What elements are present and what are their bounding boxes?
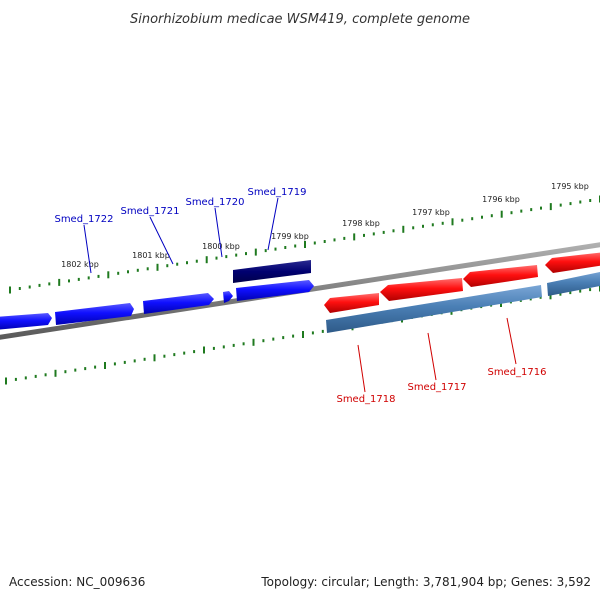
gene-smed-1718-arrow[interactable] (324, 293, 379, 313)
leader-smed-1722 (83, 224, 92, 274)
gene-smed-1720-arrow[interactable] (223, 291, 233, 303)
gene-smed-1717-arrow[interactable] (380, 278, 463, 301)
leader-smed-1720 (214, 207, 223, 258)
tick-label-1797: 1797 kbp (412, 208, 450, 217)
gene-smed-1715-arrow[interactable] (545, 252, 600, 273)
gene-label-leaders (83, 197, 517, 393)
leader-smed-1721 (149, 216, 174, 265)
cds-smed-1715-bar[interactable] (547, 271, 600, 296)
tick-label-1802: 1802 kbp (61, 260, 99, 269)
cds-smed-1718-1716-bar[interactable] (326, 285, 542, 333)
gene-smed-1722-arrow[interactable] (55, 303, 134, 325)
leader-smed-1717 (427, 332, 437, 381)
map-title: Sinorhizobium medicae WSM419, complete g… (130, 12, 470, 27)
gene-label-smed-1719[interactable]: Smed_1719 (247, 187, 306, 198)
gene-label-smed-1722[interactable]: Smed_1722 (54, 214, 113, 225)
tick-label-1801: 1801 kbp (132, 251, 170, 260)
gene-label-smed-1716[interactable]: Smed_1716 (487, 367, 546, 378)
gene-smed-1721-arrow[interactable] (143, 293, 214, 314)
gene-label-smed-1717[interactable]: Smed_1717 (407, 382, 466, 393)
gene-label-smed-1720[interactable]: Smed_1720 (185, 197, 244, 208)
genome-summary-text: Topology: circular; Length: 3,781,904 bp… (260, 575, 591, 589)
reverse-cds-track (326, 271, 600, 333)
accession-text: Accession: NC_009636 (9, 575, 145, 589)
tick-labels: 1802 kbp 1801 kbp 1800 kbp 1799 kbp 1798… (61, 182, 589, 269)
gene-smed-1719-highlight[interactable] (233, 260, 311, 283)
forward-gene-track (0, 260, 314, 330)
tick-label-1795: 1795 kbp (551, 182, 589, 191)
tick-label-1798: 1798 kbp (342, 219, 380, 228)
leader-smed-1716 (506, 317, 517, 365)
leader-smed-1719 (267, 197, 279, 251)
gene-smed-1716-arrow[interactable] (463, 265, 538, 287)
tick-label-1799: 1799 kbp (271, 232, 309, 241)
gene-label-smed-1718[interactable]: Smed_1718 (336, 394, 395, 405)
reverse-gene-track (324, 252, 600, 313)
gene-label-smed-1721[interactable]: Smed_1721 (120, 206, 179, 217)
leader-smed-1718 (357, 344, 366, 393)
gene-smed-1723-arrow[interactable] (0, 313, 52, 330)
gene-smed-1719-arrow[interactable] (236, 280, 314, 301)
forward-tick-track (9, 195, 600, 294)
tick-label-1796: 1796 kbp (482, 195, 520, 204)
gene-labels: Smed_1722 Smed_1721 Smed_1720 Smed_1719 … (54, 187, 546, 405)
